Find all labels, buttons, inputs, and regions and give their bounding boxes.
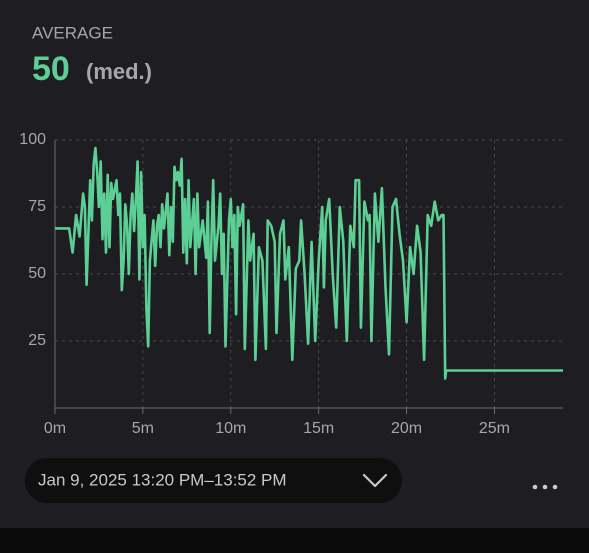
date-range[interactable]: Jan 9, 2025 13:20 PM–13:52 PM xyxy=(38,470,287,489)
date-picker[interactable]: Jan 9, 2025 13:20 PM–13:52 PM xyxy=(25,458,402,503)
x-tick-label: 10m xyxy=(215,420,246,437)
x-tick-label: 25m xyxy=(479,420,510,437)
x-tick-label: 20m xyxy=(391,420,422,437)
average-value: 50 xyxy=(32,50,70,88)
date-pill[interactable] xyxy=(25,458,402,503)
average-label: AVERAGE xyxy=(32,23,113,42)
y-tick-label: 100 xyxy=(19,131,46,148)
bottom-bar xyxy=(0,528,589,553)
y-tick-label: 50 xyxy=(28,265,46,282)
data-line xyxy=(55,146,563,380)
plot: 25 50 75 100 0m 5m 10m 15m 20m 25m xyxy=(19,131,563,437)
chevron[interactable] xyxy=(362,473,388,488)
average-unit: (med.) xyxy=(86,59,152,84)
dot[interactable] xyxy=(552,484,558,490)
y-tick-label: 75 xyxy=(28,198,46,215)
dot[interactable] xyxy=(542,484,548,490)
x-tick-label: 15m xyxy=(303,420,334,437)
dot[interactable] xyxy=(532,484,538,490)
more-button[interactable] xyxy=(532,484,558,490)
background xyxy=(0,0,589,528)
y-tick-label: 25 xyxy=(28,332,46,349)
x-tick-label: 0m xyxy=(44,420,66,437)
x-tick-label: 5m xyxy=(132,420,154,437)
